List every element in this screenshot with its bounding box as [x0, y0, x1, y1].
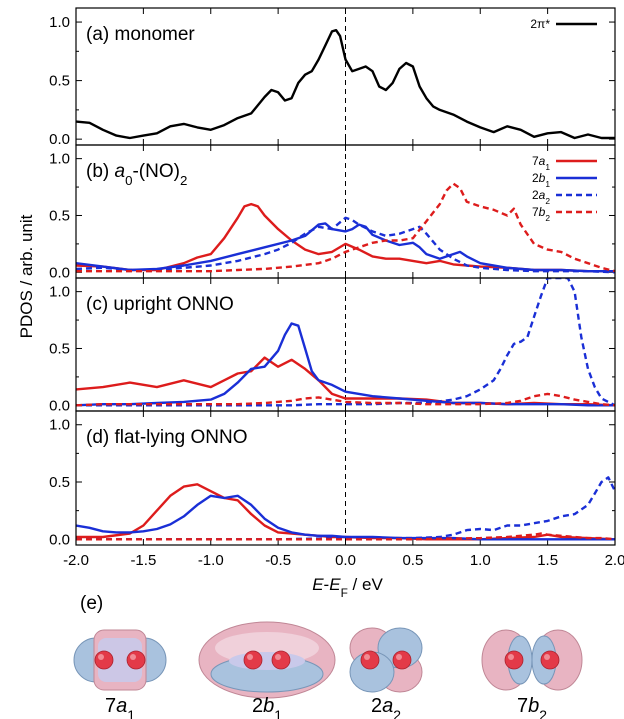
series-2a2: [76, 216, 615, 274]
orbital-2a2: 2a2: [349, 627, 423, 719]
x-tick-label: 2.0: [605, 552, 624, 569]
y-tick-label: 0.5: [49, 474, 70, 491]
y-tick-label: 1.0: [49, 284, 70, 301]
orbital-panel-label: (e): [80, 593, 103, 614]
orbital-label-2a2: 2a2: [371, 695, 401, 719]
series-2b1: [76, 494, 615, 541]
orbital-isosurfaces: (e) 7a1 2b1 2a2 7b2: [73, 593, 583, 719]
y-tick-label: 0.0: [49, 264, 70, 281]
series-2π*: [76, 29, 615, 140]
series-7b2: [76, 532, 615, 541]
orbital-2b1: 2b1: [198, 621, 336, 719]
y-tick-label: 0.0: [49, 131, 70, 148]
orbital-label-7a1: 7a1: [105, 695, 135, 719]
x-tick-label: -1.0: [198, 552, 224, 569]
y-tick-label: 0.5: [49, 340, 70, 357]
x-tick-label: 0.5: [402, 552, 423, 569]
x-axis-title: E-EF / eV: [312, 575, 383, 600]
legend-label-2b1: 2b1: [532, 171, 550, 189]
legend-label-2a2: 2a2: [532, 188, 550, 206]
legend-label-2π*: 2π*: [530, 17, 550, 31]
panel-label: (b) a0-(NO)2: [86, 161, 187, 188]
series-7b2: [76, 392, 615, 407]
x-tick-label: 0.0: [335, 552, 356, 569]
panel-d: 0.0 0.5 1.0 (d) flat-lying ONNO: [49, 410, 616, 548]
orbital-7b2: 7b2: [481, 629, 583, 719]
x-tick-label: -0.5: [265, 552, 291, 569]
y-tick-label: 1.0: [49, 151, 70, 168]
panel-label: (c) upright ONNO: [86, 294, 234, 315]
x-tick-label: -2.0: [63, 552, 89, 569]
panel-label: (d) flat-lying ONNO: [86, 427, 248, 448]
y-tick-label: 0.5: [49, 73, 70, 90]
panel-label: (a) monomer: [86, 24, 195, 45]
y-tick-label: 1.0: [49, 417, 70, 434]
pdos-chart: 0.0 0.5 1.0 (a) monomer 2π* 0.0 0.5 1.0 (b) a0-(…: [17, 7, 624, 600]
y-tick-label: 0.0: [49, 531, 70, 548]
orbital-7a1: 7a1: [73, 629, 167, 719]
x-tick-label: -1.5: [130, 552, 156, 569]
x-tick-label: 1.5: [537, 552, 558, 569]
y-tick-label: 1.0: [49, 14, 70, 31]
y-tick-label: 0.5: [49, 207, 70, 224]
legend-label-7b2: 7b2: [532, 205, 550, 223]
y-axis-title: PDOS / arb. unit: [17, 214, 36, 338]
y-tick-label: 0.0: [49, 397, 70, 414]
orbital-label-2b1: 2b1: [252, 695, 282, 719]
panel-a: 0.0 0.5 1.0 (a) monomer 2π*: [49, 7, 616, 148]
series-7b2: [76, 182, 615, 273]
panel-c: 0.0 0.5 1.0 (c) upright ONNO: [49, 277, 616, 414]
legend-label-7a1: 7a1: [532, 154, 550, 172]
orbital-label-7b2: 7b2: [517, 695, 547, 719]
panel-frame: [75, 410, 616, 546]
x-tick-label: 1.0: [470, 552, 491, 569]
